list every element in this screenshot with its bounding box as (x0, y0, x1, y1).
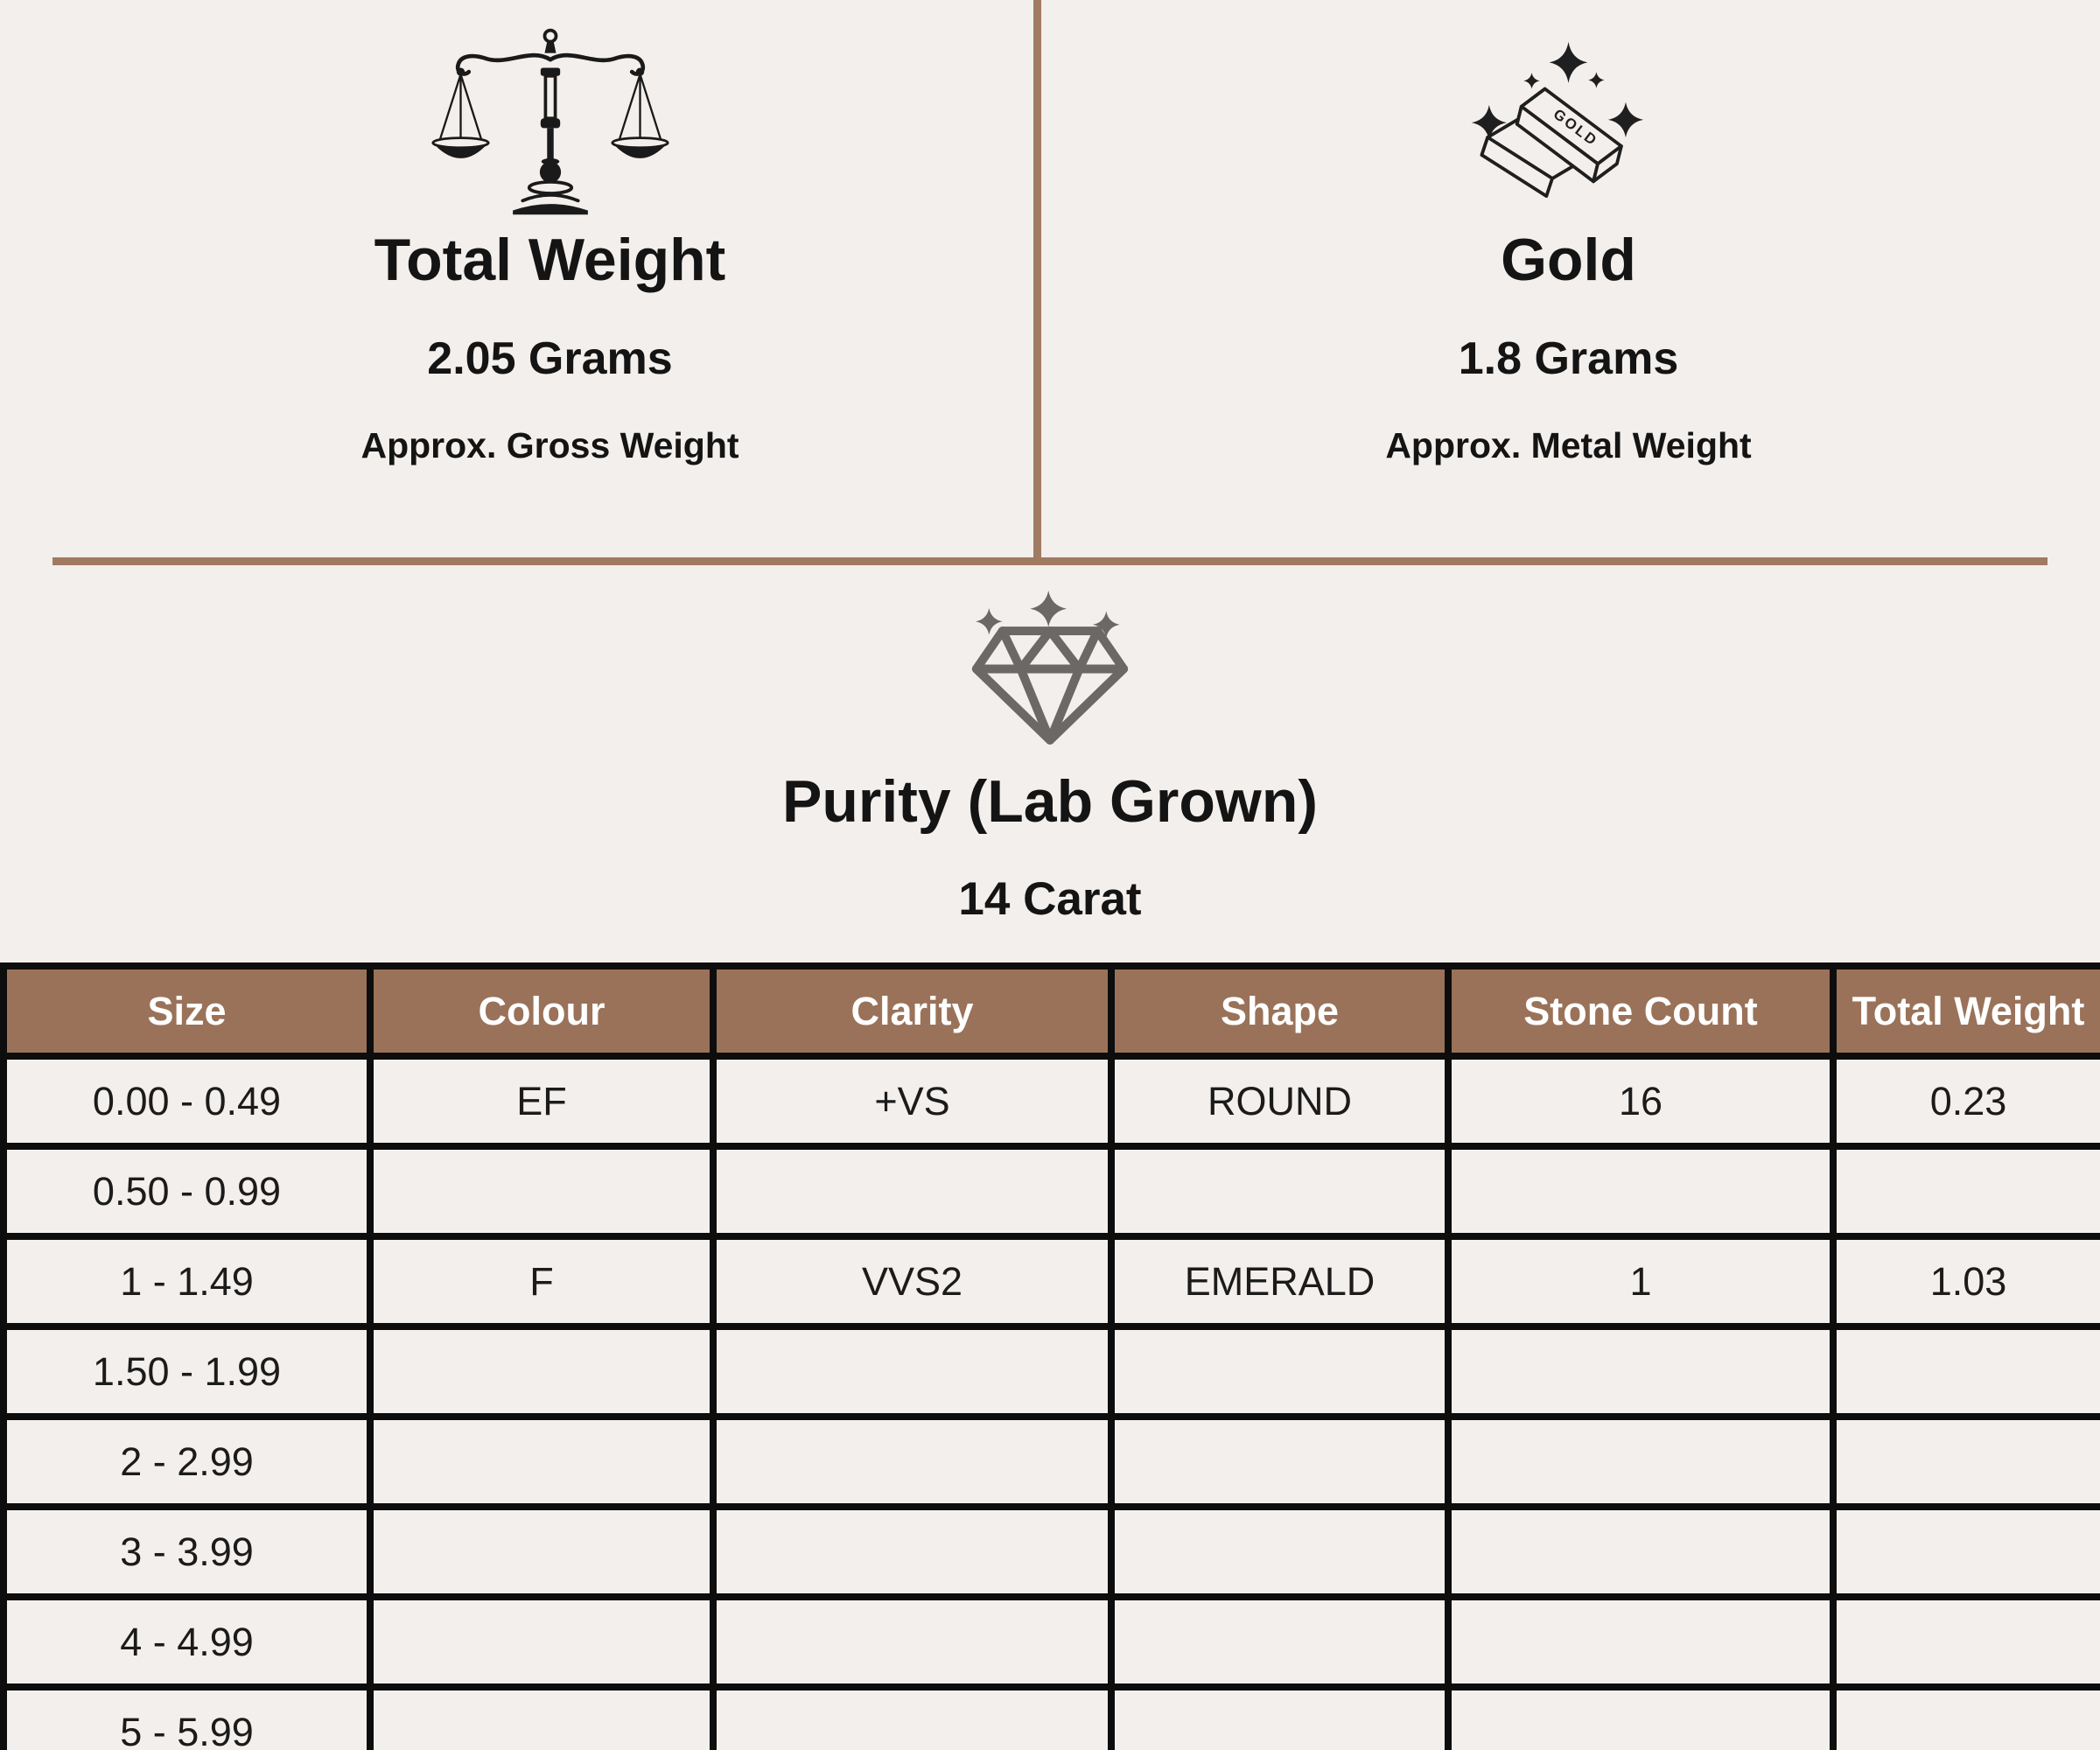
gold-bars-icon: GOLD (1466, 33, 1671, 208)
table-cell: EF (367, 1053, 717, 1150)
table-cell (1830, 1503, 2100, 1600)
table-cell: 0.50 - 0.99 (0, 1143, 374, 1240)
sparkle-icon (1607, 102, 1644, 137)
diamond-sparkle-icon (967, 590, 1133, 748)
table-cell (1445, 1323, 1837, 1420)
table-row: 0.50 - 0.99 (0, 1143, 2100, 1240)
table-cell (710, 1503, 1115, 1600)
table-cell (1445, 1413, 1837, 1510)
table-row: 1 - 1.49 F VVS2 EMERALD 1 1.03 (0, 1233, 2100, 1330)
sparkle-icon (1523, 72, 1540, 89)
table-cell (1830, 1413, 2100, 1510)
column-header: Size (0, 962, 374, 1060)
column-header: Stone Count (1445, 962, 1837, 1060)
table-cell (710, 1323, 1115, 1420)
total-weight-panel: Total Weight 2.05 Grams Approx. Gross We… (0, 0, 1037, 565)
table-cell (367, 1143, 717, 1240)
total-weight-title: Total Weight (374, 227, 726, 293)
table-cell: 1.03 (1830, 1233, 2100, 1330)
purity-carat: 14 Carat (958, 873, 1142, 925)
table-cell: ROUND (1108, 1053, 1452, 1150)
gold-panel: GOLD Gold 1.8 Grams Approx. Metal Weight (1037, 0, 2100, 565)
weights-section: Total Weight 2.05 Grams Approx. Gross We… (0, 0, 2100, 565)
table-cell: 5 - 5.99 (0, 1684, 374, 1750)
sparkle-icon (1092, 611, 1120, 639)
table-cell (1108, 1323, 1452, 1420)
table-cell (367, 1503, 717, 1600)
table-cell: F (367, 1233, 717, 1330)
column-header: Total Weight (1830, 962, 2100, 1060)
table-cell (710, 1593, 1115, 1690)
table-cell: 1 (1445, 1233, 1837, 1330)
table-cell: +VS (710, 1053, 1115, 1150)
table-cell (1108, 1593, 1452, 1690)
table-cell (367, 1323, 717, 1420)
gold-title: Gold (1501, 227, 1636, 293)
table-body: 0.00 - 0.49 EF +VS ROUND 16 0.23 0.50 - 0.99 1 … (0, 1053, 2100, 1750)
horizontal-divider (52, 557, 2048, 565)
column-header: Clarity (710, 962, 1115, 1060)
sparkle-icon (975, 607, 1003, 635)
table-cell (367, 1684, 717, 1750)
table-cell (367, 1593, 717, 1690)
table-cell (1108, 1143, 1452, 1240)
table-header-row: Size Colour Clarity Shape Stone Count Total W… (0, 962, 2100, 1060)
stone-spec-table: Size Colour Clarity Shape Stone Count Total W… (0, 962, 2100, 1750)
table-cell (1830, 1684, 2100, 1750)
table-cell: 1.50 - 1.99 (0, 1323, 374, 1420)
table-cell: 0.00 - 0.49 (0, 1053, 374, 1150)
table-cell (1445, 1503, 1837, 1600)
gold-caption: Approx. Metal Weight (1385, 425, 1752, 466)
gold-value: 1.8 Grams (1458, 333, 1679, 385)
table-cell (710, 1684, 1115, 1750)
table-row: 0.00 - 0.49 EF +VS ROUND 16 0.23 (0, 1053, 2100, 1150)
sparkle-icon (1588, 71, 1605, 88)
total-weight-value: 2.05 Grams (427, 333, 673, 385)
table-cell (1445, 1593, 1837, 1690)
table-cell (710, 1413, 1115, 1510)
table-cell: 1 - 1.49 (0, 1233, 374, 1330)
table-cell (1830, 1593, 2100, 1690)
table-row: 1.50 - 1.99 (0, 1323, 2100, 1420)
table-cell (367, 1413, 717, 1510)
sparkle-icon (1549, 41, 1588, 83)
column-header: Shape (1108, 962, 1452, 1060)
table-row: 2 - 2.99 (0, 1413, 2100, 1510)
column-header: Colour (367, 962, 717, 1060)
table-row: 5 - 5.99 (0, 1684, 2100, 1750)
table-row: 4 - 4.99 (0, 1593, 2100, 1690)
table-cell (1830, 1323, 2100, 1420)
sparkle-icon (1471, 104, 1507, 140)
vertical-divider (1033, 0, 1041, 565)
balance-scale-icon (428, 28, 673, 214)
total-weight-caption: Approx. Gross Weight (360, 425, 739, 466)
table-cell (1445, 1143, 1837, 1240)
table-row: 3 - 3.99 (0, 1503, 2100, 1600)
purity-section: Purity (Lab Grown) 14 Carat (0, 565, 2100, 926)
table-cell (1108, 1503, 1452, 1600)
sparkle-icon (1030, 590, 1067, 627)
table-cell (1445, 1684, 1837, 1750)
table-cell: 2 - 2.99 (0, 1413, 374, 1510)
table-cell: 3 - 3.99 (0, 1503, 374, 1600)
table-cell (1830, 1143, 2100, 1240)
table-cell (1108, 1684, 1452, 1750)
purity-title: Purity (Lab Grown) (782, 768, 1318, 835)
table-cell: 4 - 4.99 (0, 1593, 374, 1690)
table-cell (710, 1143, 1115, 1240)
table-cell: 0.23 (1830, 1053, 2100, 1150)
table-cell: EMERALD (1108, 1233, 1452, 1330)
table-cell (1108, 1413, 1452, 1510)
table-cell: VVS2 (710, 1233, 1115, 1330)
table-cell: 16 (1445, 1053, 1837, 1150)
